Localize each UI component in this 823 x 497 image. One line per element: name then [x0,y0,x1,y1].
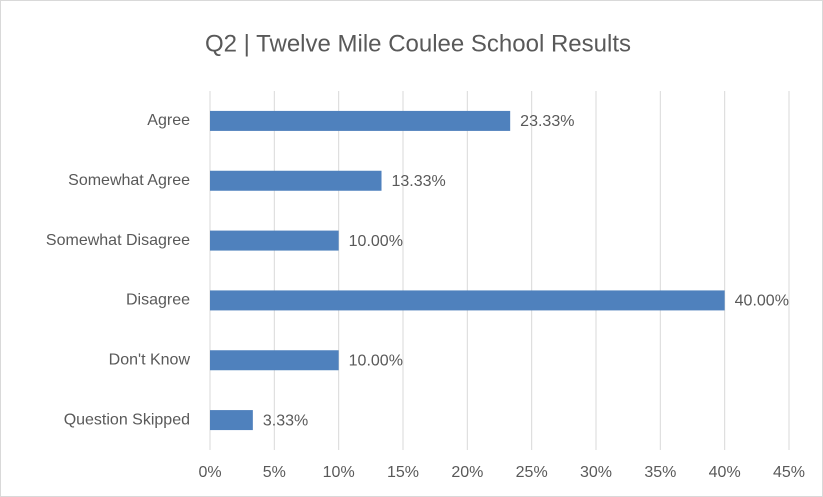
y-tick-label: Somewhat Disagree [46,232,190,249]
x-tick-label: 30% [580,464,612,481]
y-tick-label: Don't Know [109,351,191,368]
data-label: 10.00% [349,352,403,369]
data-label: 23.33% [520,113,574,130]
x-tick-label: 5% [263,464,286,481]
bar [210,230,339,251]
data-label: 3.33% [263,412,308,429]
data-label: 13.33% [392,173,446,190]
chart-title: Q2 | Twelve Mile Coulee School Results [205,30,631,57]
y-tick-label: Somewhat Agree [68,172,190,189]
x-tick-label: 40% [709,464,741,481]
x-tick-label: 45% [773,464,805,481]
bar [210,410,253,431]
x-tick-label: 25% [516,464,548,481]
data-label: 40.00% [735,293,789,310]
bar [210,170,382,191]
x-tick-label: 10% [323,464,355,481]
x-tick-label: 0% [198,464,221,481]
bar [210,350,339,371]
x-tick-label: 15% [387,464,419,481]
bar [210,290,725,311]
y-tick-label: Disagree [126,292,190,309]
y-tick-label: Question Skipped [64,411,190,428]
y-tick-label: Agree [147,112,190,129]
data-label: 10.00% [349,233,403,250]
x-tick-label: 35% [644,464,676,481]
bar [210,110,511,131]
x-tick-label: 20% [451,464,483,481]
